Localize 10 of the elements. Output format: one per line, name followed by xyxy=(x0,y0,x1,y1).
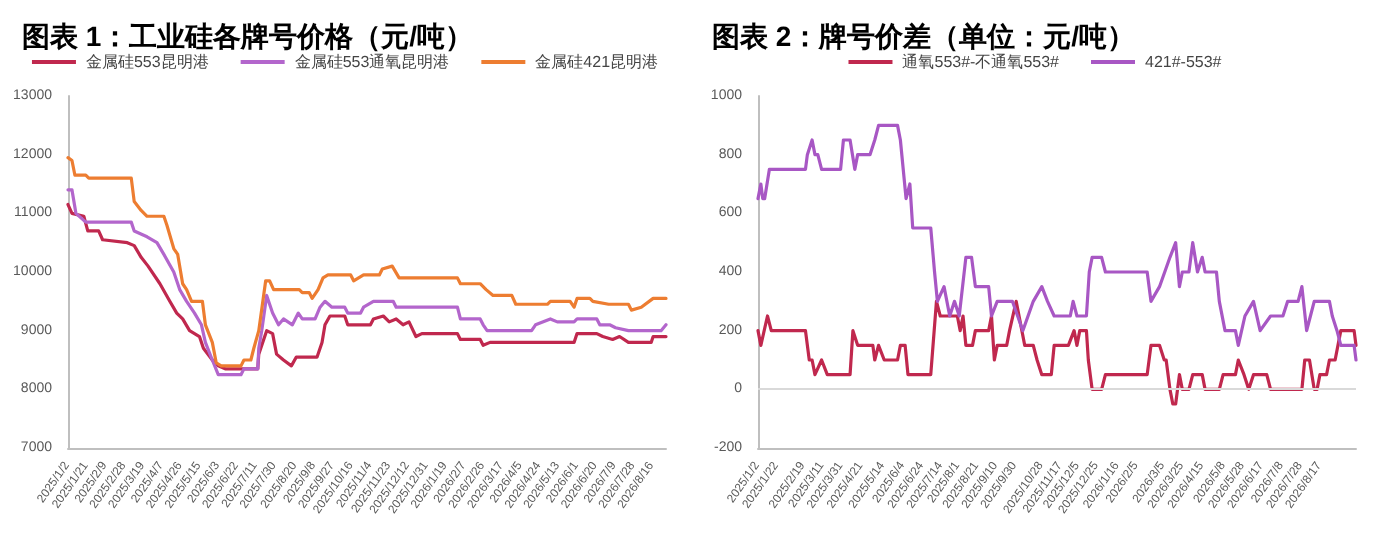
legend-label: 金属硅553通氧昆明港 xyxy=(294,53,450,71)
legend-label: 通氧553#-不通氧553# xyxy=(902,53,1061,71)
line-series xyxy=(756,123,1358,362)
chart-title: 图表 2：牌号价差（单位：元/吨） xyxy=(712,20,1136,52)
line-series xyxy=(756,299,1358,406)
legend-label: 421#-553# xyxy=(1145,53,1223,71)
line-series xyxy=(66,156,668,368)
legend-label: 金属硅553昆明港 xyxy=(85,53,209,71)
chart-title: 图表 1：工业硅各牌号价格（元/吨） xyxy=(22,20,474,52)
legend-label: 金属硅421昆明港 xyxy=(535,53,659,71)
